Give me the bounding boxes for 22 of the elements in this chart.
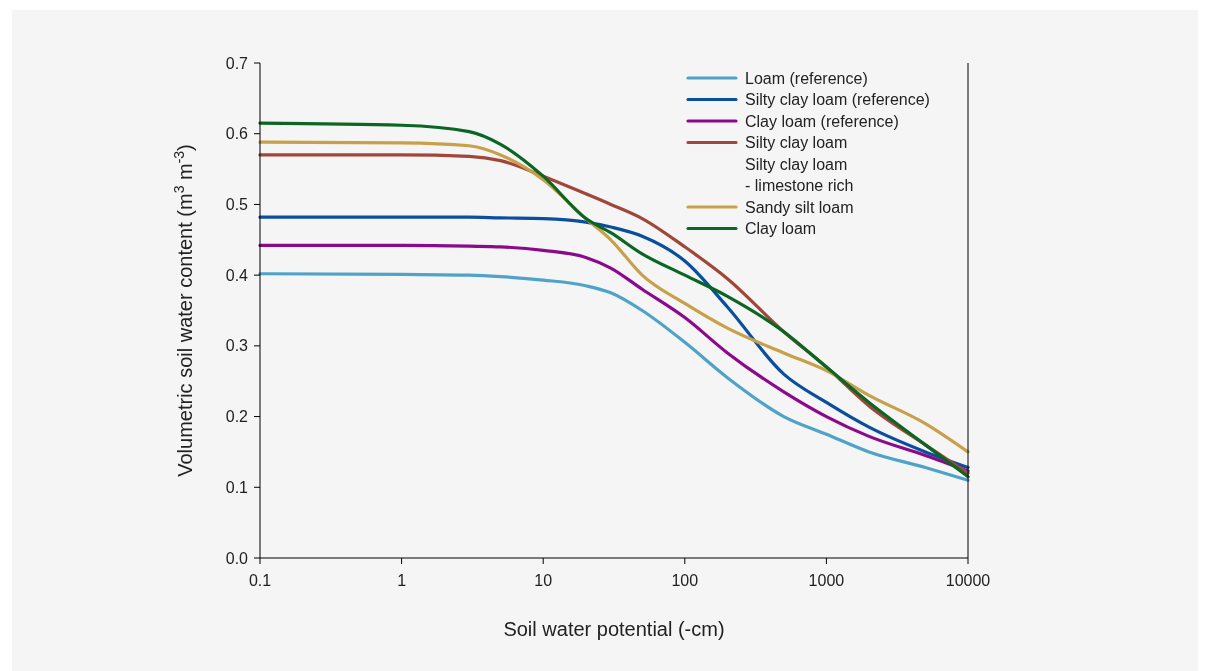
y-tick-label: 0.0 <box>225 549 249 567</box>
legend-label: Silty clay loam <box>745 134 848 152</box>
y-tick-label: 0.6 <box>225 125 249 143</box>
x-tick-label: 1 <box>397 572 407 589</box>
x-tick-label: 0.1 <box>248 572 272 589</box>
y-tick-label: 0.2 <box>225 408 249 426</box>
x-tick-label: 10000 <box>945 572 991 589</box>
y-tick-label: 0.1 <box>225 478 249 496</box>
legend-label: Silty clay loam (reference) <box>745 91 930 109</box>
legend-label: Clay loam <box>745 220 817 238</box>
y-tick-label: 0.4 <box>225 266 249 284</box>
legend-label: Loam (reference) <box>745 69 868 87</box>
y-tick-label: 0.5 <box>225 196 249 214</box>
y-tick-label: 0.3 <box>225 337 249 355</box>
legend-label: Sandy silt loam <box>745 198 854 216</box>
text: Silty clay loam - limestone rich <box>745 155 854 195</box>
x-tick-label: 10 <box>534 572 553 589</box>
x-axis-title: Soil water potential (-cm) <box>503 618 725 640</box>
legend-label: Clay loam (reference) <box>745 112 899 130</box>
y-tick-label: 0.7 <box>225 54 249 72</box>
x-tick-label: 100 <box>671 572 699 589</box>
x-tick-label: 1000 <box>808 572 845 589</box>
